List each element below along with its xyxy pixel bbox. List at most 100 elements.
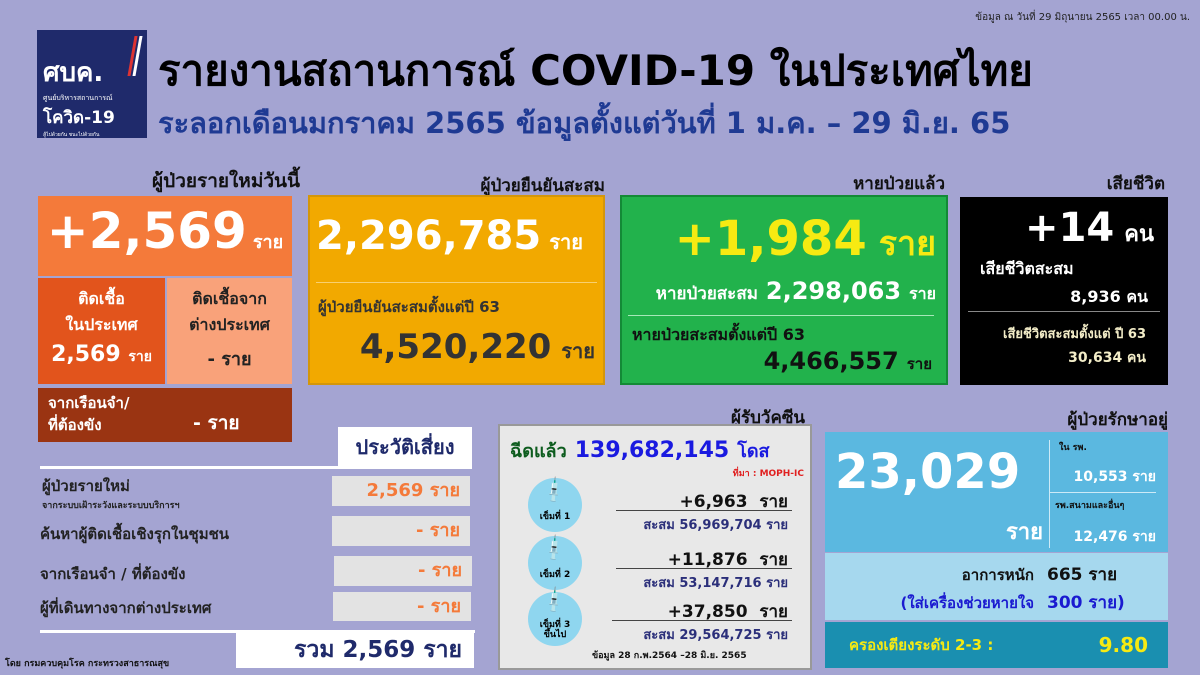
vaccine-source: ที่มา : MOPH-IC [732, 469, 804, 479]
risk-total: รวม 2,569 ราย [236, 632, 474, 668]
unit: ราย [221, 349, 252, 370]
dose-1-badge: 💉 เข็มที่ 1 [528, 475, 582, 532]
deaths-cum-value: 8,936 คน [1070, 287, 1148, 306]
recovered-since-label: หายป่วยสะสมตั้งแต่ปี 63 [632, 325, 805, 344]
vaccine-box: ฉีดแล้ว 139,682,145 โดส ที่มา : MOPH-IC … [498, 424, 812, 670]
divider [40, 466, 472, 469]
divider [1049, 440, 1050, 548]
confirmed-box: 2,296,785 ราย ผู้ป่วยยืนยันสะสมตั้งแต่ปี… [308, 195, 605, 385]
injected-unit: โดส [737, 441, 770, 462]
hosp-label: ใน รพ. [1059, 443, 1087, 453]
dose-cum: สะสม 56,969,704 ราย [643, 518, 788, 533]
injected-label: ฉีดแล้ว [510, 441, 567, 462]
prison-label: จากเรือนจำ/ ที่ต้องขัง [48, 394, 130, 434]
risk-row-value: - ราย [333, 592, 471, 621]
logo-covid: โควิด-19 [43, 108, 115, 128]
dose-new: +11,876 ราย [667, 550, 788, 570]
risk-row-label: ผู้ป่วยรายใหม่ [42, 477, 130, 495]
confirmed-since-label: ผู้ป่วยยืนยันสะสมตั้งแต่ปี 63 [318, 298, 500, 316]
unit: ราย [878, 224, 936, 264]
injected-value: 139,682,145 [574, 438, 730, 463]
unit: ราย [128, 349, 152, 365]
confirmed-value: 2,296,785 [316, 213, 542, 259]
severe-value: 665 ราย [1047, 565, 1118, 585]
unit: คน [1124, 222, 1154, 247]
field-label: รพ.สนามและอื่นๆ [1055, 501, 1125, 511]
dose-cum: สะสม 53,147,716 ราย [643, 576, 788, 591]
deaths-value: +14 [1025, 205, 1115, 251]
abroad-value: - [207, 349, 215, 370]
treating-box: 23,029 ราย ใน รพ. 10,553 ราย รพ.สนามและอ… [825, 432, 1168, 552]
syringe-icon: 💉 [539, 533, 571, 564]
syringe-icon: 💉 [539, 475, 571, 506]
risk-title: ประวัติเสี่ยง [338, 427, 472, 467]
risk-row-value: - ราย [332, 516, 470, 546]
divider [616, 510, 792, 511]
vent-label: (ใส่เครื่องช่วยหายใจ [900, 594, 1035, 612]
dose-new: +37,850 ราย [667, 602, 788, 622]
recovered-cum-value: 2,298,063 [765, 277, 902, 305]
bed-occupancy-box: ครองเตียงระดับ 2-3 : 9.80 [825, 622, 1168, 668]
vent-value: 300 ราย) [1047, 593, 1125, 613]
divider [968, 311, 1160, 312]
logo-sub: ศูนย์บริหารสถานการณ์ [43, 94, 113, 102]
treating-value: 23,029 [835, 444, 1021, 500]
bed-label: ครองเตียงระดับ 2-3 : [849, 636, 994, 654]
new-cases-box: +2,569 ราย [38, 196, 292, 276]
dose-cum: สะสม 29,564,725 ราย [643, 628, 788, 643]
divider [628, 315, 934, 316]
page-title: รายงานสถานการณ์ COVID-19 ในประเทศไทย [158, 46, 1033, 95]
new-cases-value: +2,569 [46, 202, 247, 260]
new-cases-label: ผู้ป่วยรายใหม่วันนี้ [152, 170, 300, 192]
prison-value: - [193, 412, 201, 434]
dose-3-badge: 💉 เข็มที่ 3 ขึ้นไป [528, 585, 582, 646]
divider [616, 568, 792, 569]
date-note: ข้อมูล ณ วันที่ 29 มิถุนายน 2565 เวลา 00… [975, 12, 1190, 23]
bed-value: 9.80 [1098, 633, 1148, 657]
unit: ราย [909, 284, 936, 303]
domestic-box: ติดเชื้อ ในประเทศ 2,569 ราย [38, 278, 165, 384]
confirmed-since-value: 4,520,220 [359, 327, 552, 367]
abroad-box: ติดเชื้อจาก ต่างประเทศ - ราย [167, 278, 292, 384]
recovered-value: +1,984 [674, 211, 867, 267]
abroad-label: ติดเชื้อจาก ต่างประเทศ [189, 289, 270, 334]
recovered-since-value: 4,466,557 [763, 347, 899, 375]
treating-label: ผู้ป่วยรักษาอยู่ [1067, 410, 1168, 430]
divider [40, 630, 475, 633]
dose-name: เข็มที่ 2 [539, 570, 571, 580]
dose-new: +6,963 ราย [679, 492, 789, 512]
domestic-value: 2,569 [51, 342, 121, 367]
confirmed-label: ผู้ป่วยยืนยันสะสม [480, 176, 605, 196]
footer-credit: โดย กรมควบคุมโรค กระทรวงสาธารณสุข [5, 659, 170, 669]
unit: ราย [561, 339, 595, 363]
dose-name: เข็มที่ 1 [539, 512, 571, 522]
logo: ศบค. ศูนย์บริหารสถานการณ์ โควิด-19 สู้ไป… [37, 30, 147, 138]
risk-row-value: 2,569 ราย [332, 476, 470, 506]
logo-tag: สู้ไปด้วยกัน ชนะไปด้วยกัน [43, 132, 100, 138]
dose-2-badge: 💉 เข็มที่ 2 [528, 533, 582, 590]
field-value: 12,476 ราย [1073, 529, 1156, 545]
logo-main: ศบค. [43, 58, 104, 88]
risk-row-label: ผู้ที่เดินทางจากต่างประเทศ [40, 599, 212, 617]
dose-name: เข็มที่ 3 ขึ้นไป [539, 620, 571, 640]
divider [316, 282, 597, 283]
unit: ราย [906, 355, 932, 373]
hosp-value: 10,553 ราย [1073, 469, 1156, 485]
severe-box: อาการหนัก 665 ราย (ใส่เครื่องช่วยหายใจ 3… [825, 553, 1168, 620]
domestic-label: ติดเชื้อ ในประเทศ [65, 289, 138, 334]
deaths-since-label: เสียชีวิตสะสมตั้งแต่ ปี 63 [1003, 327, 1146, 342]
severe-label: อาการหนัก [961, 566, 1034, 584]
risk-row-value: - ราย [334, 556, 472, 586]
recovered-label: หายป่วยแล้ว [853, 174, 945, 194]
risk-row-sublabel: จากระบบเฝ้าระวังและระบบบริการฯ [42, 501, 180, 511]
risk-row-label: ค้นหาผู้ติดเชื้อเชิงรุกในชุมชน [40, 525, 230, 543]
deaths-label: เสียชีวิต [1106, 174, 1165, 194]
deaths-cum-label: เสียชีวิตสะสม [980, 259, 1074, 278]
deaths-since-value: 30,634 คน [1068, 350, 1146, 366]
vaccine-note: ข้อมูล 28 ก.พ.2564 –28 มิ.ย. 2565 [592, 651, 747, 661]
unit: ราย [252, 232, 284, 253]
recovered-cum-label: หายป่วยสะสม [655, 284, 758, 304]
syringe-icon: 💉 [539, 585, 571, 616]
prison-box: จากเรือนจำ/ ที่ต้องขัง - ราย [38, 388, 292, 442]
page-subtitle: ระลอกเดือนมกราคม 2565 ข้อมูลตั้งแต่วันที… [158, 106, 1011, 140]
